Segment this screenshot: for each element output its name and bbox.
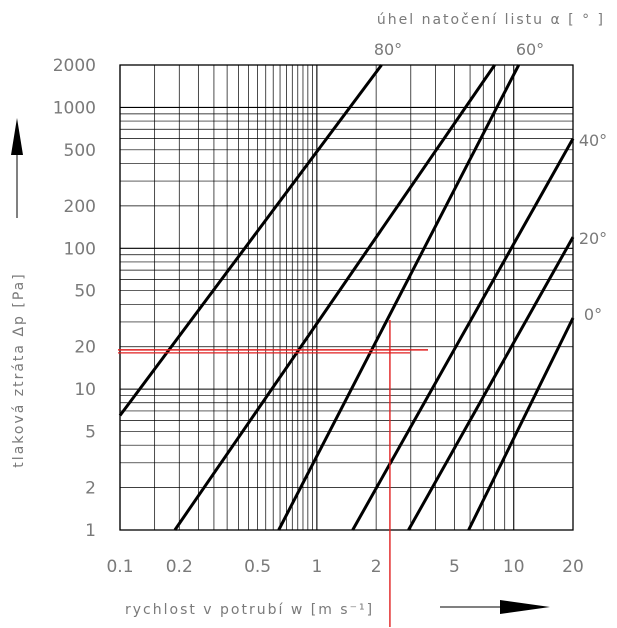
series-label: 20° [579, 229, 607, 248]
plot-frame [119, 64, 574, 531]
series-label: 0° [584, 305, 602, 324]
top-label: úhel natočení listu α [ ° ] [377, 12, 605, 28]
series-label: 40° [579, 131, 607, 150]
y-axis-label: tlaková ztráta Δp [Pa] [11, 272, 27, 467]
y-arrow-head [11, 118, 23, 155]
series-line-5 [407, 236, 575, 531]
y-tick-label: 100 [64, 239, 96, 259]
series-line-2 [173, 64, 496, 531]
plot-border [119, 64, 574, 531]
series-line-1 [118, 64, 383, 417]
y-tick-label: 5 [85, 423, 96, 443]
y-tick-label: 50 [74, 282, 96, 302]
y-tick-label: 1 [85, 521, 96, 541]
series-label: 60° [516, 40, 544, 59]
x-tick-label: 20 [562, 557, 584, 577]
y-tick-label: 10 [74, 380, 96, 400]
x-axis-label: rychlost v potrubí w [m s⁻¹] [125, 602, 374, 618]
x-tick-label: 1 [311, 557, 322, 577]
x-tick-label: 2 [371, 557, 382, 577]
x-tick-label: 5 [449, 557, 460, 577]
x-tick-label: 10 [503, 557, 525, 577]
x-tick-label: 0.2 [166, 557, 193, 577]
y-tick-label: 2 [85, 479, 96, 499]
y-tick-label: 2000 [53, 56, 96, 76]
y-tick-label: 1000 [53, 98, 96, 118]
series-line-6 [467, 317, 575, 531]
series-line-4 [351, 137, 575, 531]
tick-labels: 1 2 5 10 20 50 100 200 500 1000 2000 0.1 0.2 0.5 1 2 5 10… [53, 56, 584, 577]
series-labels: 80° 60° 40° 20° 0° [374, 40, 607, 324]
y-tick-label: 20 [74, 338, 96, 358]
y-tick-label: 200 [64, 197, 96, 217]
x-arrow-head [500, 600, 550, 614]
y-tick-label: 500 [64, 141, 96, 161]
grid [119, 64, 574, 531]
series-line-3 [277, 64, 521, 531]
x-tick-label: 0.1 [106, 557, 133, 577]
red-marker [118, 320, 428, 627]
series-label: 80° [374, 40, 402, 59]
x-tick-label: 0.5 [244, 557, 271, 577]
